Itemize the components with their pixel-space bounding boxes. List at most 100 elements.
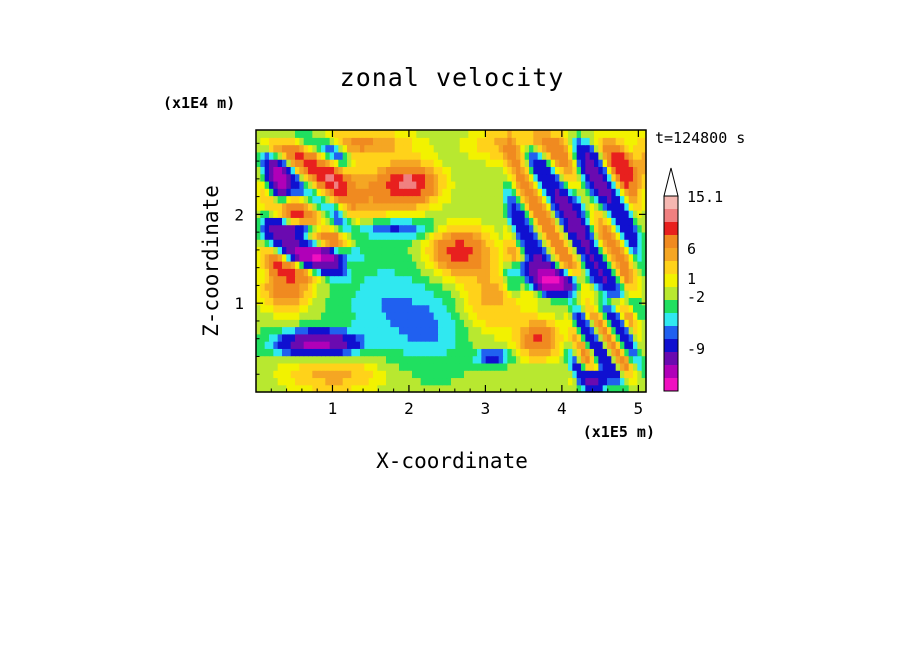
heatmap-cell — [260, 355, 266, 364]
heatmap-cell — [282, 282, 287, 291]
heatmap-cell — [555, 210, 560, 218]
heatmap-cell — [399, 355, 404, 364]
heatmap-cell — [633, 231, 638, 240]
heatmap-cell — [295, 173, 300, 182]
heatmap-cell — [459, 173, 465, 182]
heatmap-cell — [321, 370, 326, 379]
heatmap-cell — [633, 333, 638, 342]
heatmap-cell — [641, 180, 647, 189]
heatmap-cell — [524, 188, 530, 197]
heatmap-cell — [498, 180, 504, 189]
heatmap-cell — [394, 166, 400, 175]
heatmap-cell — [373, 297, 378, 306]
heatmap-cell — [468, 362, 474, 371]
heatmap-cell — [325, 370, 331, 379]
heatmap-cell — [373, 311, 378, 320]
heatmap-cell — [576, 297, 582, 306]
heatmap-cell — [585, 348, 591, 357]
heatmap-cell — [256, 275, 261, 284]
heatmap-cell — [355, 180, 361, 189]
heatmap-cell — [347, 304, 352, 313]
heatmap-cell — [277, 144, 283, 153]
heatmap-cell — [264, 173, 270, 182]
heatmap-cell — [264, 202, 270, 211]
heatmap-cell — [594, 384, 599, 393]
heatmap-cell — [373, 326, 378, 335]
heatmap-cell — [598, 384, 604, 393]
heatmap-cell — [555, 297, 560, 306]
heatmap-cell — [555, 341, 560, 349]
heatmap-cell — [347, 246, 352, 255]
heatmap-cell — [394, 282, 400, 291]
heatmap-cell — [455, 341, 461, 349]
heatmap-cell — [282, 253, 287, 262]
heatmap-cell — [425, 261, 430, 269]
heatmap-cell — [308, 355, 313, 364]
heatmap-cell — [585, 304, 591, 313]
heatmap-cell — [299, 253, 305, 262]
heatmap-cell — [347, 326, 352, 335]
heatmap-cell — [555, 188, 560, 197]
heatmap-cell — [329, 348, 335, 357]
heatmap-cell — [572, 319, 578, 328]
heatmap-cell — [342, 231, 348, 240]
heatmap-cell — [334, 188, 339, 197]
heatmap-cell — [394, 362, 400, 371]
heatmap-cell — [355, 137, 361, 146]
heatmap-cell — [446, 246, 452, 255]
heatmap-cell — [390, 261, 396, 269]
heatmap-cell — [269, 275, 274, 284]
heatmap-cell — [633, 239, 638, 248]
heatmap-cell — [442, 151, 448, 160]
heatmap-cell — [381, 173, 387, 182]
heatmap-cell — [329, 355, 335, 364]
heatmap-cell — [407, 261, 413, 269]
heatmap-cell — [377, 355, 383, 364]
heatmap-cell — [464, 275, 469, 284]
heatmap-cell — [624, 333, 630, 342]
heatmap-cell — [277, 377, 283, 386]
heatmap-cell — [438, 377, 443, 386]
heatmap-cell — [576, 130, 582, 138]
heatmap-cell — [490, 224, 495, 233]
heatmap-cell — [576, 319, 582, 328]
heatmap-cell — [568, 173, 573, 182]
heatmap-cell — [295, 341, 300, 349]
heatmap-cell — [533, 173, 539, 182]
heatmap-cell — [490, 246, 495, 255]
heatmap-cell — [386, 188, 391, 197]
heatmap-cell — [637, 319, 643, 328]
heatmap-cell — [290, 355, 296, 364]
heatmap-cell — [381, 195, 387, 204]
heatmap-cell — [490, 202, 495, 211]
heatmap-cell — [256, 202, 261, 211]
heatmap-cell — [295, 348, 300, 357]
heatmap-cell — [516, 341, 521, 349]
heatmap-cell — [438, 195, 443, 204]
heatmap-cell — [620, 195, 625, 204]
heatmap-cell — [594, 370, 599, 379]
heatmap-cell — [425, 180, 430, 189]
heatmap-cell — [425, 239, 430, 248]
heatmap-cell — [433, 159, 439, 167]
heatmap-cell — [498, 282, 504, 291]
heatmap-cell — [381, 239, 387, 248]
heatmap-cell — [446, 290, 452, 298]
heatmap-cell — [620, 188, 625, 197]
heatmap-cell — [420, 268, 426, 277]
heatmap-cell — [615, 268, 621, 277]
heatmap-cell — [507, 151, 513, 160]
heatmap-cell — [563, 333, 569, 342]
heatmap-cell — [615, 224, 621, 233]
heatmap-cell — [438, 202, 443, 211]
heatmap-cell — [442, 319, 448, 328]
heatmap-cell — [641, 166, 647, 175]
heatmap-cell — [481, 180, 487, 189]
heatmap-cell — [290, 333, 296, 342]
heatmap-cell — [446, 311, 452, 320]
heatmap-cell — [390, 297, 396, 306]
heatmap-cell — [442, 217, 448, 226]
heatmap-cell — [360, 202, 365, 211]
heatmap-cell — [355, 348, 361, 357]
heatmap-cell — [325, 333, 331, 342]
